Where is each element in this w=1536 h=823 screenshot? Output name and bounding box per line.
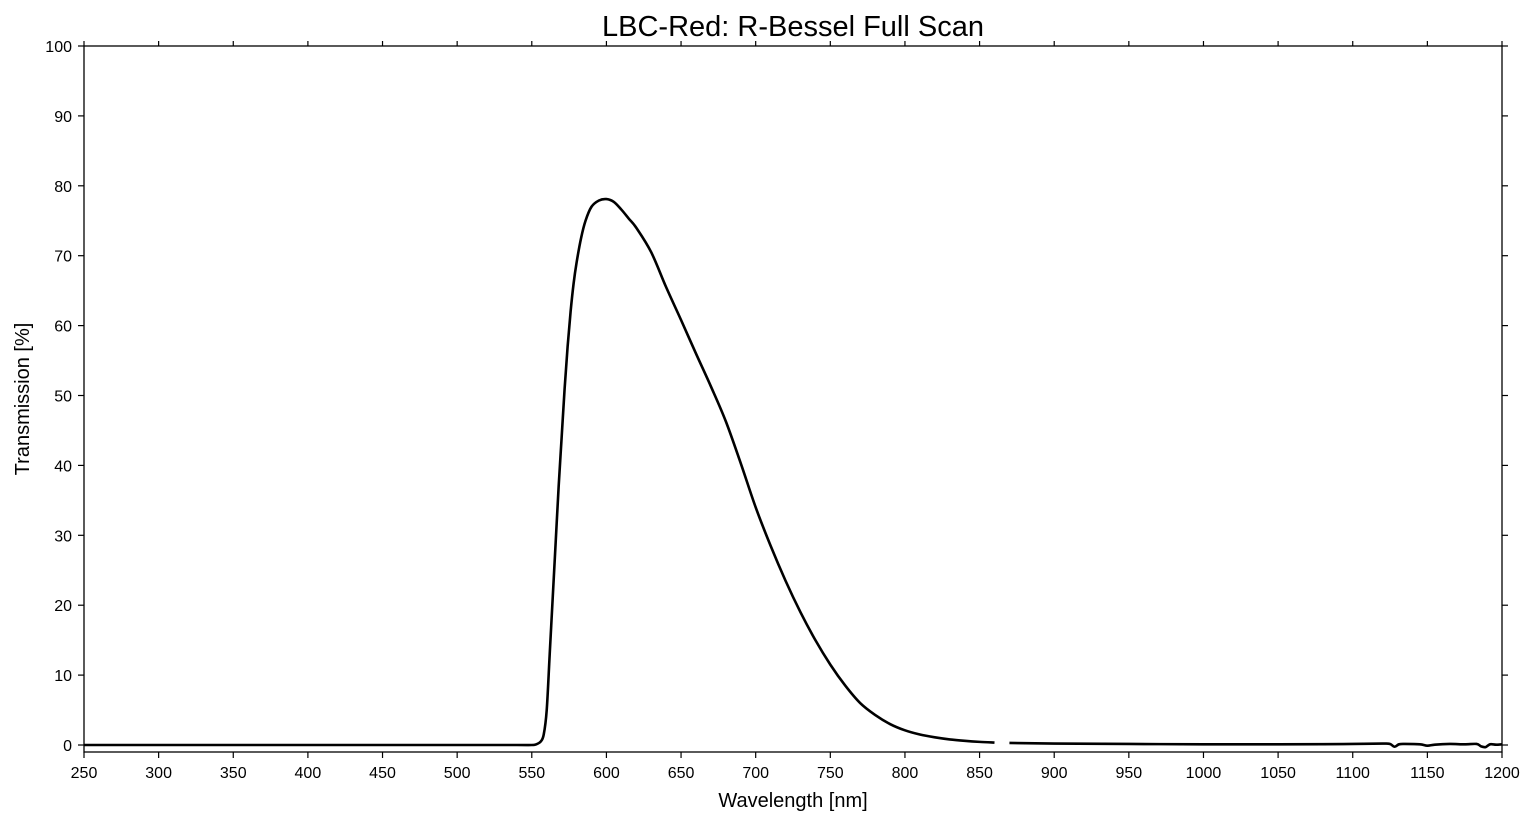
- x-tick-label: 850: [966, 765, 993, 782]
- x-tick-label: 750: [817, 765, 844, 782]
- y-tick-label: 80: [54, 179, 72, 196]
- transmission-curve-segment-2: [1009, 741, 1503, 749]
- chart-title: LBC-Red: R-Bessel Full Scan: [602, 11, 984, 43]
- x-tick-label: 1150: [1410, 765, 1445, 782]
- y-tick-label: 40: [54, 458, 72, 475]
- x-tick-label: 350: [220, 765, 247, 782]
- x-tick-label: 400: [295, 765, 322, 782]
- x-tick-label: 500: [444, 765, 471, 782]
- y-tick-label: 50: [54, 389, 72, 406]
- x-tick-label: 700: [742, 765, 769, 782]
- x-tick-label: 900: [1041, 765, 1068, 782]
- y-tick-label: 10: [54, 668, 72, 685]
- y-axis-label: Transmission [%]: [12, 323, 34, 476]
- x-tick-label: 1100: [1336, 765, 1371, 782]
- y-tick-label: 30: [54, 528, 72, 545]
- x-axis-label: Wavelength [nm]: [718, 790, 867, 812]
- y-tick-label: 100: [45, 39, 72, 56]
- x-tick-label: 800: [892, 765, 919, 782]
- x-tick-label: 1050: [1260, 765, 1296, 782]
- x-tick-label: 600: [593, 765, 620, 782]
- plot-frame: [83, 45, 1503, 753]
- x-tick-label: 550: [518, 765, 545, 782]
- y-tick-label: 70: [54, 249, 72, 266]
- x-tick-label: 950: [1115, 765, 1142, 782]
- y-tick-label: 20: [54, 598, 72, 615]
- x-tick-label: 250: [71, 765, 98, 782]
- y-tick-label: 60: [54, 319, 72, 336]
- x-tick-label: 1000: [1186, 765, 1222, 782]
- y-tick-label: 0: [63, 738, 72, 755]
- x-tick-label: 300: [145, 765, 172, 782]
- y-tick-label: 90: [54, 109, 72, 126]
- x-tick-label: 650: [668, 765, 695, 782]
- x-tick-label: 1200: [1484, 765, 1520, 782]
- x-tick-label: 450: [369, 765, 396, 782]
- transmission-curve-segment-1: [84, 197, 995, 747]
